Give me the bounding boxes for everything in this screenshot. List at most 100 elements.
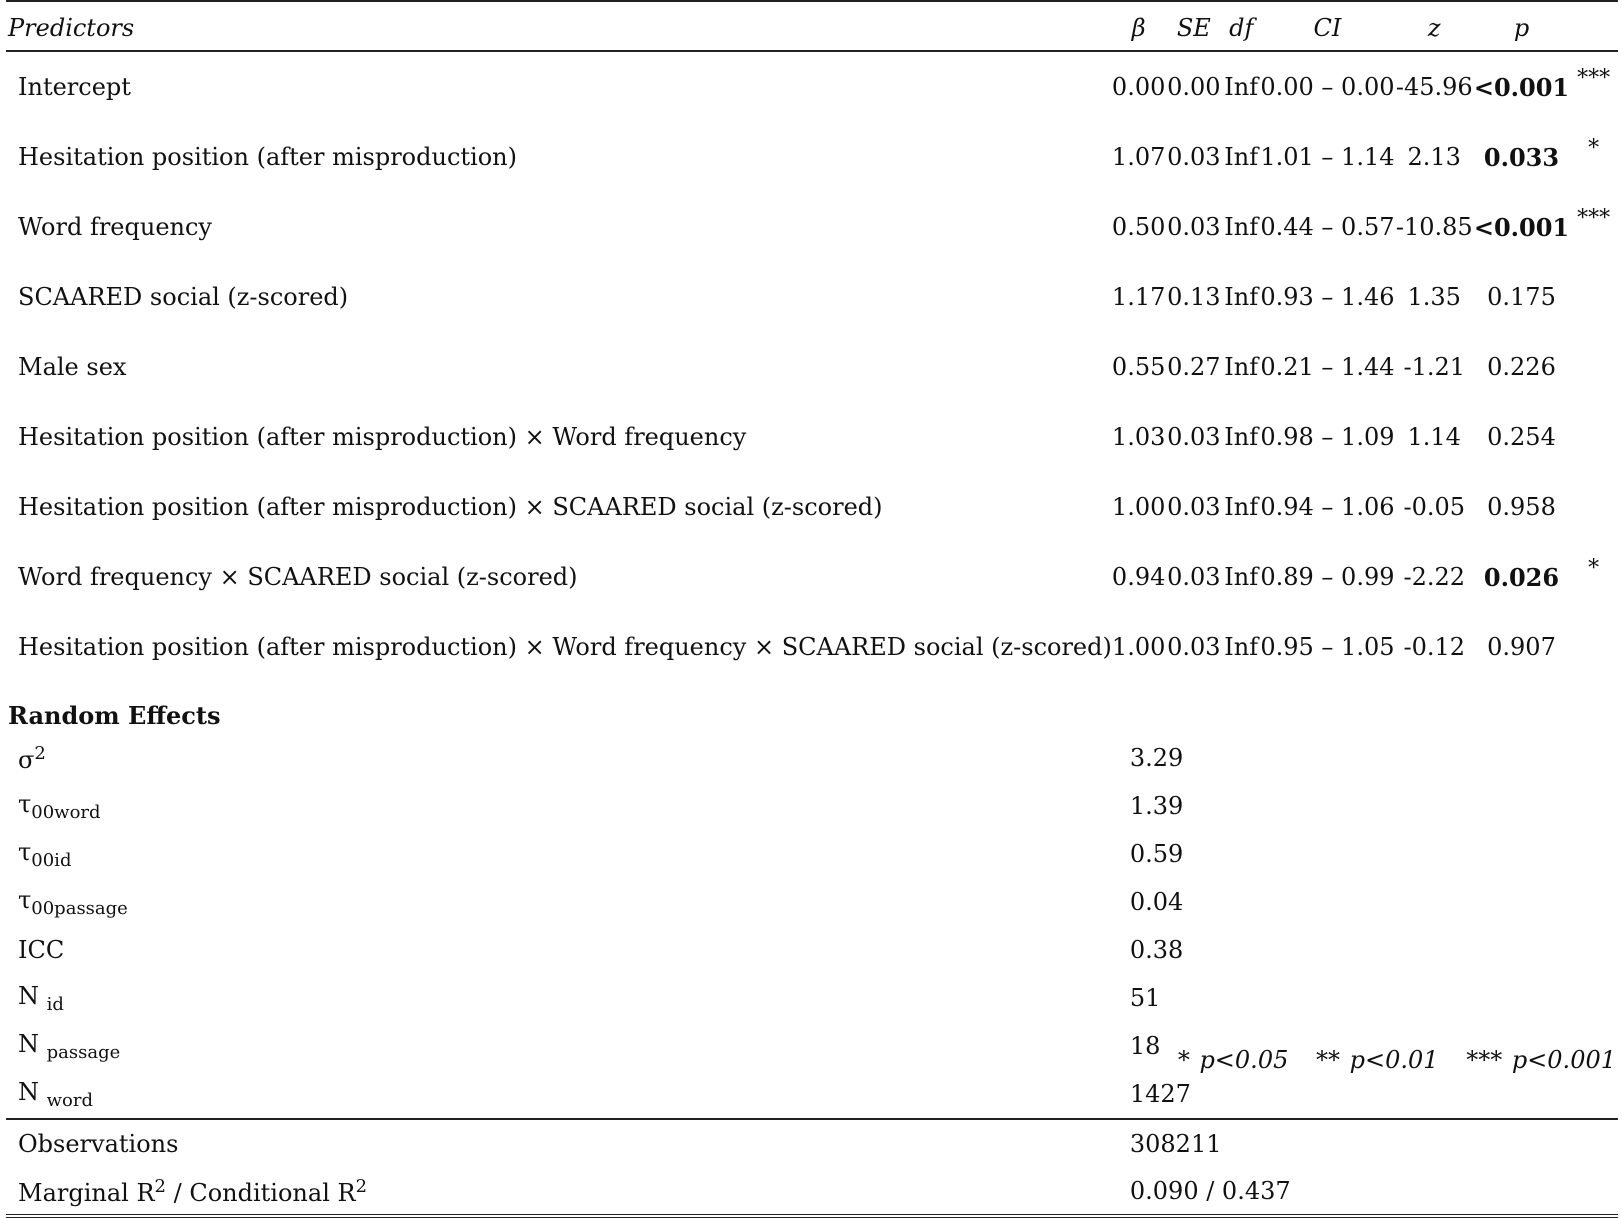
footnote-p05: * p<0.05 <box>1177 1046 1289 1074</box>
n-id-sub: id <box>46 993 64 1015</box>
predictor-label: Intercept <box>18 73 131 101</box>
tau-word-sub: 00word <box>31 801 101 823</box>
random-row-sigma2: σ2 3.29 <box>6 734 1618 782</box>
tau-word-value: 1.39 <box>1129 792 1184 820</box>
observations-row: Observations 308211 <box>6 1118 1618 1168</box>
tau-symbol: τ <box>18 837 32 866</box>
random-row-n-word: N word 1427 <box>6 1070 1618 1119</box>
p-cell: 0.226 <box>1487 353 1556 381</box>
r2-label: Marginal R2 / Conditional R2 <box>6 1168 1112 1218</box>
se-cell: 0.03 <box>1167 213 1221 241</box>
stars-cell: *** <box>1577 66 1611 91</box>
predictor-label: Hesitation position (after misproduction… <box>18 143 517 171</box>
predictor-row: Hesitation position (after misproduction… <box>6 612 1618 682</box>
regression-table: Predictors β SE df CI z p Intercept 0.00 0… <box>6 0 1618 1218</box>
regression-table-container: Predictors β SE df CI z p Intercept 0.00 0… <box>6 0 1618 1218</box>
stars-cell <box>1569 402 1618 472</box>
n-symbol: N <box>18 1077 39 1106</box>
predictor-row: Hesitation position (after misproduction… <box>6 122 1618 192</box>
predictor-row: Intercept 0.00 0.00 Inf 0.00 – 0.00 -45.96 <0.… <box>6 51 1618 122</box>
sigma-sup: 2 <box>34 742 46 764</box>
summary-body: Observations 308211 Marginal R2 / Condit… <box>6 1118 1618 1218</box>
predictor-label: SCAARED social (z-scored) <box>18 283 349 311</box>
ci-cell: 0.00 – 0.00 <box>1260 73 1395 101</box>
stars-cell <box>1569 262 1618 332</box>
stars-cell: * <box>1588 136 1600 161</box>
footnote-p01: ** p<0.01 <box>1316 1046 1439 1074</box>
ci-cell: 0.95 – 1.05 <box>1260 633 1395 661</box>
se-cell: 0.03 <box>1167 563 1221 591</box>
observations-value: 308211 <box>1111 1118 1618 1168</box>
predictor-label: Hesitation position (after misproduction… <box>18 493 883 521</box>
icc-value: 0.38 <box>1129 936 1184 964</box>
beta-cell: 1.17 <box>1111 283 1166 311</box>
random-row-tau-word: τ00word 1.39 <box>6 782 1618 830</box>
n-word-value: 1427 <box>1129 1080 1191 1108</box>
tau-passage-label: τ00passage <box>6 878 1112 926</box>
predictor-label: Male sex <box>18 353 127 381</box>
z-cell: 1.14 <box>1407 423 1461 451</box>
predictor-label: Hesitation position (after misproduction… <box>18 633 1112 661</box>
n-passage-sub: passage <box>46 1041 121 1063</box>
beta-cell: 1.03 <box>1111 423 1166 451</box>
stars-cell <box>1569 332 1618 402</box>
p-cell: 0.175 <box>1487 283 1556 311</box>
tau-id-value: 0.59 <box>1129 840 1184 868</box>
random-row-tau-passage: τ00passage 0.04 <box>6 878 1618 926</box>
r2-row: Marginal R2 / Conditional R2 0.090 / 0.4… <box>6 1168 1618 1218</box>
header-beta: β <box>1111 0 1166 52</box>
beta-cell: 1.07 <box>1111 143 1166 171</box>
beta-cell: 0.00 <box>1111 73 1166 101</box>
n-id-label: N id <box>6 974 1112 1022</box>
se-cell: 0.03 <box>1167 423 1221 451</box>
df-cell: Inf <box>1224 633 1259 661</box>
se-cell: 0.13 <box>1167 283 1221 311</box>
header-df: df <box>1222 0 1261 52</box>
p-cell: <0.001 <box>1473 72 1570 102</box>
p-cell: 0.026 <box>1483 562 1560 592</box>
df-cell: Inf <box>1224 563 1259 591</box>
tau-id-label: τ00id <box>6 830 1112 878</box>
header-stars <box>1569 0 1618 52</box>
tau-passage-sub: 00passage <box>31 897 128 919</box>
predictor-row: Hesitation position (after misproduction… <box>6 472 1618 542</box>
header-predictors: Predictors <box>6 0 1112 52</box>
stars-cell: *** <box>1577 206 1611 231</box>
df-cell: Inf <box>1224 283 1259 311</box>
random-row-tau-id: τ00id 0.59 <box>6 830 1618 878</box>
footnote-p001: *** p<0.001 <box>1466 1046 1616 1074</box>
r2-conditional-sup: 2 <box>355 1175 368 1197</box>
sigma-symbol: σ <box>18 745 35 774</box>
observations-label: Observations <box>6 1118 1112 1168</box>
random-effects-title-row: Random Effects <box>6 682 1618 734</box>
significance-footnote: * p<0.05 ** p<0.01 *** p<0.001 <box>1160 1046 1616 1074</box>
header-ci: CI <box>1260 0 1395 52</box>
r2-marginal-text: Marginal R <box>18 1178 155 1207</box>
ci-cell: 0.98 – 1.09 <box>1260 423 1395 451</box>
header-p: p <box>1473 0 1570 52</box>
predictor-row: Male sex 0.55 0.27 Inf 0.21 – 1.44 -1.21 0.226 <box>6 332 1618 402</box>
n-symbol: N <box>18 1029 39 1058</box>
ci-cell: 0.89 – 0.99 <box>1260 563 1395 591</box>
n-passage-label: N passage <box>6 1022 1112 1070</box>
p-cell: 0.254 <box>1487 423 1556 451</box>
beta-cell: 1.00 <box>1111 493 1166 521</box>
n-symbol: N <box>18 981 39 1010</box>
se-cell: 0.03 <box>1167 143 1221 171</box>
beta-cell: 0.55 <box>1111 353 1166 381</box>
z-cell: 1.35 <box>1407 283 1461 311</box>
tau-symbol: τ <box>18 789 32 818</box>
sigma2-value: 3.29 <box>1129 744 1184 772</box>
random-effects-body: Random Effects σ2 3.29 τ00word 1.39 τ00i… <box>6 682 1618 1119</box>
p-cell: 0.907 <box>1487 633 1556 661</box>
p-cell: 0.958 <box>1487 493 1556 521</box>
predictor-label: Word frequency × SCAARED social (z-score… <box>18 563 578 591</box>
fixed-effects-body: Intercept 0.00 0.00 Inf 0.00 – 0.00 -45.96 <0.… <box>6 51 1618 682</box>
tau-id-sub: 00id <box>31 849 72 871</box>
z-cell: -2.22 <box>1403 563 1466 591</box>
icc-label: ICC <box>18 936 65 964</box>
r2-marginal-sup: 2 <box>154 1175 166 1197</box>
ci-cell: 0.21 – 1.44 <box>1260 353 1395 381</box>
predictor-row: Word frequency × SCAARED social (z-score… <box>6 542 1618 612</box>
sigma2-label: σ2 <box>6 734 1112 782</box>
